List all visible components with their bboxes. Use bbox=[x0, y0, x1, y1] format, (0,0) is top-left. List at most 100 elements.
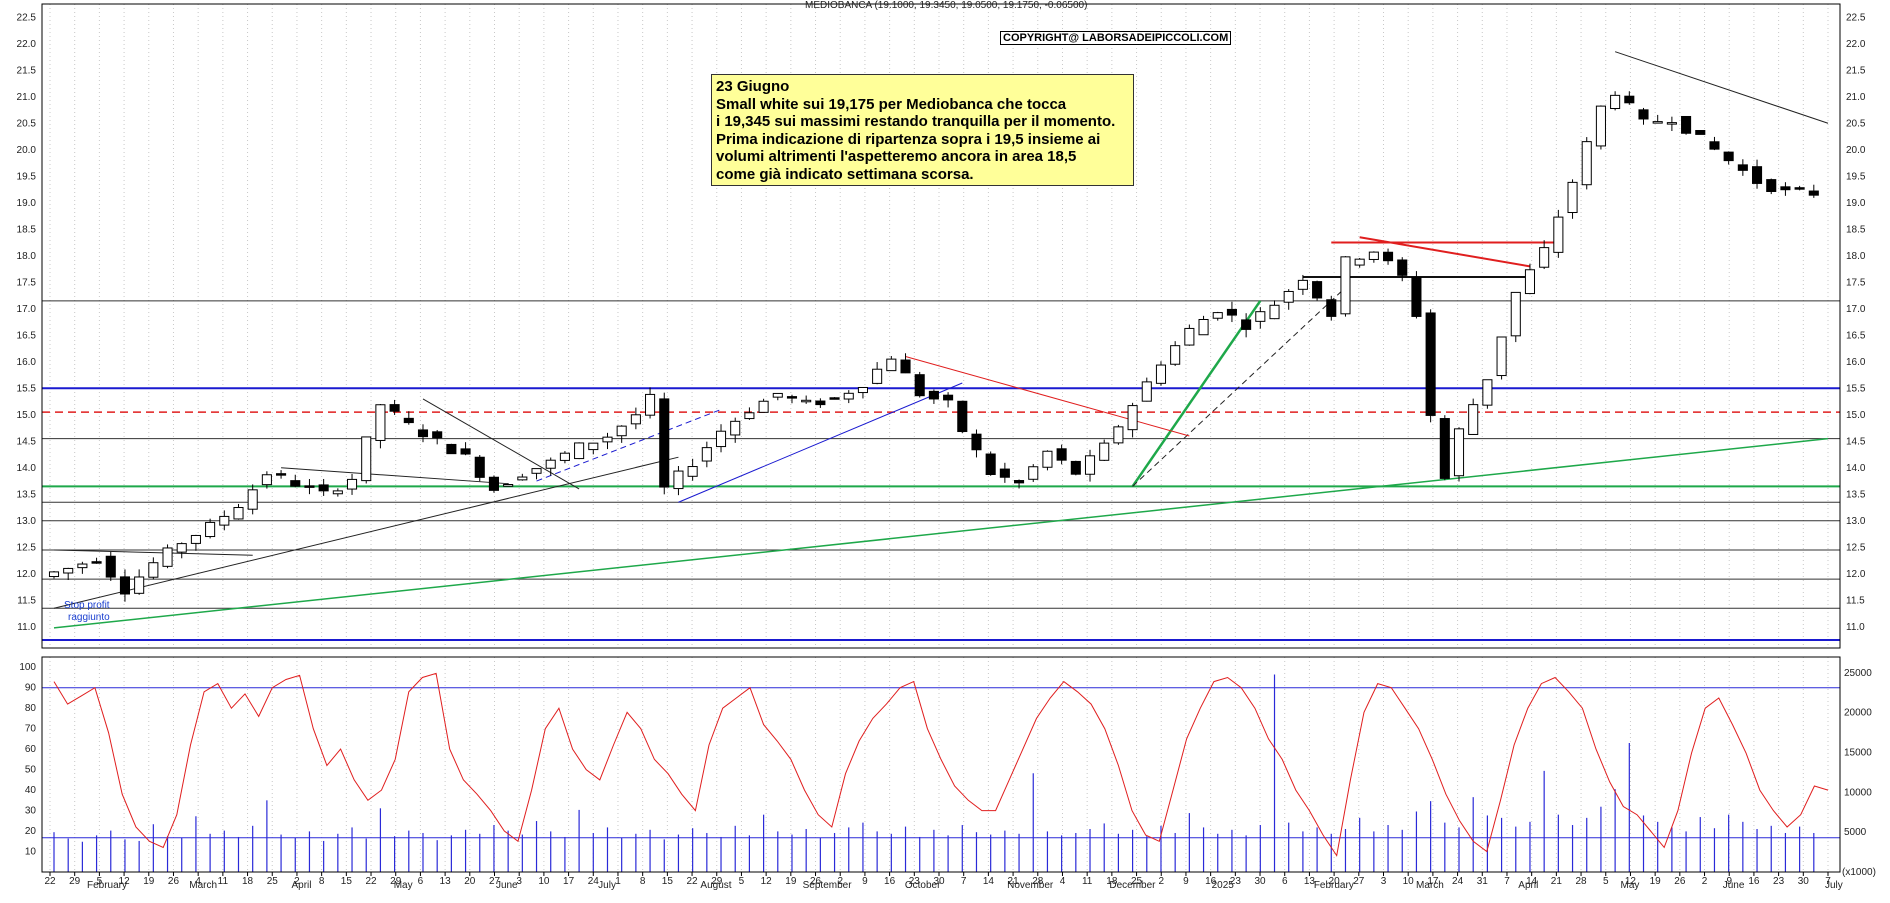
month-tick-label: April bbox=[291, 880, 311, 891]
oscillator-tick-label: 40 bbox=[25, 785, 37, 796]
candle-body bbox=[1383, 251, 1394, 262]
candle-body bbox=[1170, 345, 1181, 365]
stop-profit-label: raggiunto bbox=[68, 612, 110, 623]
day-tick-label: 2 bbox=[837, 876, 843, 887]
candle-body bbox=[148, 562, 159, 578]
volume-tick-label: 25000 bbox=[1844, 668, 1872, 679]
candle-body bbox=[417, 429, 429, 438]
day-tick-label: 19 bbox=[143, 876, 155, 887]
day-tick-label: 24 bbox=[1452, 876, 1464, 887]
price-tick-label-left: 19.0 bbox=[17, 198, 37, 209]
price-tick-label-right: 12.0 bbox=[1846, 569, 1866, 580]
price-tick-label-left: 15.5 bbox=[17, 383, 37, 394]
candle-body bbox=[815, 400, 826, 406]
day-tick-label: 27 bbox=[489, 876, 501, 887]
candle-body bbox=[829, 397, 840, 400]
day-tick-label: 3 bbox=[1381, 876, 1387, 887]
candle-body bbox=[857, 386, 868, 394]
oscillator-series bbox=[42, 672, 1840, 857]
candle-body bbox=[1581, 141, 1592, 186]
price-tick-label-right: 18.0 bbox=[1846, 251, 1866, 262]
candle-body bbox=[1524, 269, 1536, 295]
candle-body bbox=[1028, 466, 1039, 480]
price-tick-label-left: 22.5 bbox=[17, 12, 37, 23]
candle-body bbox=[1042, 450, 1053, 468]
oscillator-tick-label: 80 bbox=[25, 703, 37, 714]
oscillator-tick-label: 30 bbox=[25, 806, 37, 817]
candle-body bbox=[900, 359, 911, 374]
red-downtrend-line bbox=[905, 355, 1190, 437]
day-tick-label: 16 bbox=[1748, 876, 1760, 887]
day-tick-label: 18 bbox=[1106, 876, 1118, 887]
month-tick-label: August bbox=[700, 880, 731, 891]
candle-body bbox=[715, 430, 727, 448]
candle-body bbox=[332, 490, 343, 495]
candle-body bbox=[1723, 151, 1734, 162]
price-tick-label-right: 13.5 bbox=[1846, 489, 1866, 500]
candle-body bbox=[645, 393, 656, 416]
day-tick-label: 3 bbox=[516, 876, 522, 887]
candle-body bbox=[77, 563, 88, 569]
month-tick-label: February bbox=[87, 880, 127, 891]
candlestick-series bbox=[48, 91, 1819, 602]
price-tick-label-right: 21.5 bbox=[1846, 65, 1866, 76]
volume-tick-label: 10000 bbox=[1844, 787, 1872, 798]
candle-body bbox=[474, 456, 485, 478]
day-tick-label: 29 bbox=[711, 876, 723, 887]
dashed-blue-channel bbox=[536, 409, 722, 482]
candle-body bbox=[304, 485, 315, 488]
candle-body bbox=[1283, 290, 1294, 303]
candle-body bbox=[1084, 455, 1096, 475]
day-tick-label: 2 bbox=[294, 876, 300, 887]
candle-body bbox=[432, 431, 443, 439]
month-tick-label: February bbox=[1314, 880, 1354, 891]
price-tick-label-right: 18.5 bbox=[1846, 224, 1866, 235]
candle-body bbox=[1354, 258, 1365, 266]
candle-body bbox=[1652, 121, 1663, 124]
candle-body bbox=[63, 567, 74, 574]
price-tick-label-right: 11.5 bbox=[1846, 595, 1865, 606]
triangle-lower-line bbox=[422, 398, 580, 490]
price-axis-left: 11.0 11.5 12.0 12.5 13.0 13.5 14.0 14.5 15.0 15.5… bbox=[17, 12, 37, 633]
early-resistance-line bbox=[53, 549, 253, 556]
candle-body bbox=[772, 392, 783, 398]
stop-profit-label: Stop profit bbox=[64, 600, 110, 611]
candle-body bbox=[985, 453, 996, 475]
price-tick-label-right: 21.0 bbox=[1846, 92, 1866, 103]
candle-body bbox=[872, 368, 883, 384]
candle-body bbox=[1482, 379, 1493, 406]
candle-body bbox=[1681, 115, 1692, 134]
candle-body bbox=[1766, 179, 1777, 192]
day-tick-label: 23 bbox=[909, 876, 921, 887]
month-tick-label: December bbox=[1109, 880, 1156, 891]
day-tick-label: 18 bbox=[242, 876, 254, 887]
day-tick-label: 22 bbox=[686, 876, 698, 887]
month-tick-label: May bbox=[394, 880, 413, 891]
candle-body bbox=[48, 571, 60, 578]
candle-body bbox=[1539, 247, 1550, 268]
day-tick-label: 10 bbox=[1403, 876, 1415, 887]
day-tick-label: 8 bbox=[640, 876, 646, 887]
month-tick-label: September bbox=[803, 880, 853, 891]
month-tick-label: June bbox=[496, 880, 518, 891]
candle-body bbox=[999, 468, 1010, 478]
price-tick-label-right: 16.5 bbox=[1846, 330, 1866, 341]
oscillator-tick-label: 20 bbox=[25, 826, 37, 837]
volume-tick-label: 20000 bbox=[1844, 708, 1872, 719]
candle-body bbox=[1567, 181, 1578, 214]
price-tick-label-left: 11.5 bbox=[17, 595, 36, 606]
price-tick-label-left: 17.0 bbox=[17, 304, 37, 315]
day-tick-label: 26 bbox=[1674, 876, 1686, 887]
candle-body bbox=[1340, 256, 1351, 315]
day-tick-label: 24 bbox=[588, 876, 600, 887]
candle-body bbox=[1368, 251, 1379, 260]
day-tick-label: 14 bbox=[983, 876, 995, 887]
candle-body bbox=[673, 470, 684, 490]
candle-body bbox=[1184, 327, 1195, 346]
candle-body bbox=[630, 414, 641, 425]
candle-body bbox=[1326, 299, 1337, 317]
chart-title: MEDIOBANCA (19.1000, 19.3450, 19.0500, 1… bbox=[805, 0, 1088, 11]
price-tick-label-left: 11.0 bbox=[17, 622, 36, 633]
day-tick-label: 11 bbox=[218, 876, 229, 887]
price-tick-label-right: 16.0 bbox=[1846, 357, 1866, 368]
